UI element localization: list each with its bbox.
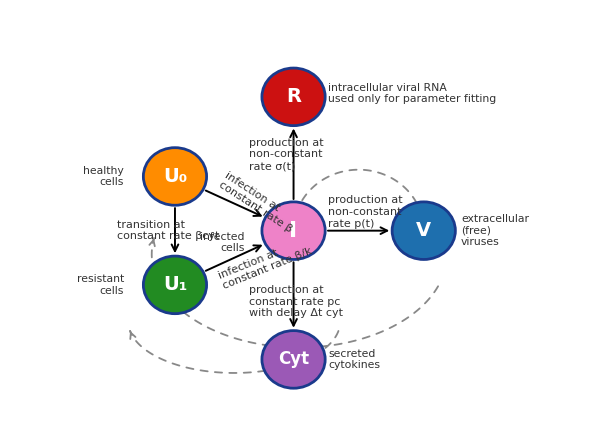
Ellipse shape xyxy=(262,330,325,388)
Ellipse shape xyxy=(143,148,206,205)
Text: transition at
constant rate βcyt: transition at constant rate βcyt xyxy=(117,220,219,242)
Text: secreted
cytokines: secreted cytokines xyxy=(328,348,380,370)
Text: resistant
cells: resistant cells xyxy=(77,274,124,296)
Text: U₀: U₀ xyxy=(163,167,187,186)
Text: Cyt: Cyt xyxy=(278,350,309,368)
Text: healthy
cells: healthy cells xyxy=(83,166,124,187)
Text: infection at
constant rate β: infection at constant rate β xyxy=(217,170,300,235)
Ellipse shape xyxy=(262,202,325,260)
Ellipse shape xyxy=(143,256,206,314)
Text: intracellular viral RNA
used only for parameter fitting: intracellular viral RNA used only for pa… xyxy=(328,83,497,104)
Ellipse shape xyxy=(262,68,325,126)
Text: U₁: U₁ xyxy=(163,275,187,294)
Text: extracellular
(free)
viruses: extracellular (free) viruses xyxy=(461,214,529,247)
Text: production at
constant rate pc
with delay Δt cyt: production at constant rate pc with dela… xyxy=(250,285,343,319)
Ellipse shape xyxy=(392,202,455,260)
Text: infection at
constant rate β/k: infection at constant rate β/k xyxy=(217,235,313,291)
Text: I: I xyxy=(289,221,298,241)
Text: V: V xyxy=(416,221,431,240)
Text: R: R xyxy=(286,88,301,106)
Text: production at
non-constant
rate σ(t): production at non-constant rate σ(t) xyxy=(250,138,324,171)
Text: production at
non-constant
rate p(t): production at non-constant rate p(t) xyxy=(328,195,403,229)
Text: infected
cells: infected cells xyxy=(200,232,245,253)
